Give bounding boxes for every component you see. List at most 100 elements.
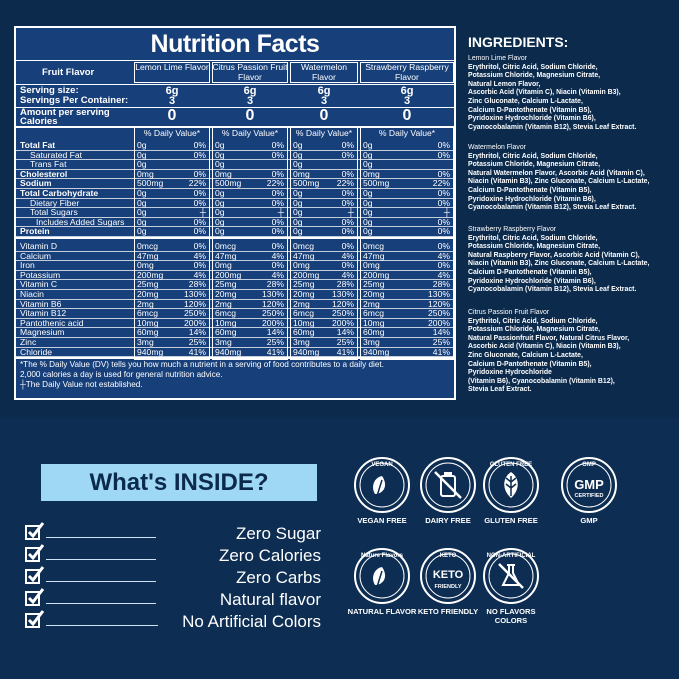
nutrient-label: Saturated Fat [30,149,83,160]
nutrient-percent: 0% [271,168,284,179]
row-divider [16,346,454,348]
nutrient-percent: ┼ [277,207,284,218]
nutrient-percent: 0% [271,226,284,237]
badge-ring-text: GLUTEN FREE [489,462,533,468]
ingredient-line: Calcium D-Pantothenate (Vitamin B5), [468,360,592,368]
flavor-name: Lemon Lime Flavor [135,62,209,72]
divider [16,357,454,360]
micronutrient-amount: 47mg [293,250,315,261]
micronutrient-percent: 14% [188,327,206,338]
nutrient-amount: 0g [293,207,303,218]
row-divider [16,327,454,329]
ingredient-line: Potassium Chloride, Magnesium Citrate, [468,326,601,334]
nutrient-percent: 0% [437,188,450,198]
checkbox-check-icon [24,520,46,542]
ingredient-line: Zinc Gluconate, Calcium L-Lactate, [468,351,583,359]
micronutrient-amount: 47mg [215,250,237,261]
nutrient-amount: 0g [293,188,303,198]
ingredient-line: Zinc Gluconate, Calcium L-Lactate, [468,97,583,105]
divider [16,107,454,108]
nutrient-amount: 500mg [215,178,242,189]
micronutrient-percent: 28% [266,279,284,290]
claim-underline [46,625,158,626]
micronutrient-percent: 4% [271,269,284,280]
nutrient-label: Sodium [20,178,52,189]
nutrient-percent: 22% [266,178,284,189]
micronutrient-percent: 130% [332,289,354,299]
ingredient-block: Lemon Lime Flavor Erythritol, Citric Acid… [468,55,676,132]
micronutrient-amount: 60mg [137,327,159,338]
badge-ring-text: Nature Flavors [360,553,403,559]
micronutrient-amount: 60mg [215,327,237,338]
micronutrient-amount: 200mg [363,269,390,280]
flavor-column-header [360,62,454,83]
serving-size-value: 6g [165,85,179,97]
nutrient-amount: 0g [215,226,225,237]
nutrient-label: Total Fat [20,140,56,150]
whats-inside-title: What's INSIDE? [89,469,269,496]
claim-underline [46,581,156,582]
daily-value-header: % Daily Value* [221,128,279,138]
micronutrient-amount: 20mg [137,289,159,299]
micronutrient-percent: 14% [432,327,450,338]
badge-label: KETO FRIENDLY [417,607,479,616]
micronutrient-percent: 200% [262,317,284,328]
micronutrient-amount: 2mg [215,298,232,309]
badge-label: NO FLAVORS COLORS [486,607,536,625]
nutrient-percent: 0% [193,197,206,208]
micronutrient-amount: 940mg [215,346,242,357]
micronutrient-percent: 130% [184,289,206,299]
calories-value: 0 [402,107,412,124]
calories-value: 0 [167,107,177,124]
ingredients-title: INGREDIENTS: [468,34,569,50]
micronutrient-label: Chloride [20,346,53,357]
flavor-name: Strawberry Raspberry Flavor [365,62,449,82]
ingredient-line: Ascorbic Acid (Vitamin C), Niacin (Vitam… [468,343,621,351]
micronutrient-percent: 28% [336,279,354,290]
micronutrient-percent: 14% [266,327,284,338]
nutrient-amount: 0g [137,216,147,227]
ingredient-line: Calcium D-Pantothenate (Vitamin B5), [468,186,592,194]
micronutrient-amount: 2mg [293,298,310,309]
badge-ring-text: VEGAN [371,462,393,468]
nutrient-label: Dietary Fiber [30,197,80,208]
ingredient-flavor-name: Lemon Lime Flavor [468,55,527,62]
micronutrient-percent: 130% [428,289,450,299]
micronutrient-amount: 47mg [363,250,385,261]
micronutrient-percent: 120% [428,298,450,309]
flavor-column-header [212,62,288,83]
nutrient-amount: 0g [137,149,147,160]
micronutrient-percent: 120% [262,298,284,309]
flavor-name: Watermelon Flavor [300,62,347,82]
nutrient-amount: 0g [215,216,225,227]
micronutrient-amount: 200mg [137,269,164,280]
nutrient-amount: 0g [363,197,373,208]
ingredient-line: Erythritol, Citric Acid, Sodium Chloride… [468,63,598,71]
nutrient-label: Cholesterol [20,168,68,179]
row-divider [16,168,454,170]
micronutrient-label: Pantothenic acid [20,317,84,328]
lower-section [0,418,679,679]
micronutrient-label: Vitamin B12 [20,308,67,319]
daily-value-header: % Daily Value* [143,128,201,138]
micronutrient-percent: 4% [437,250,450,261]
micronutrient-amount: 200mg [293,269,320,280]
milk-bottle-crossed-icon [419,456,477,514]
micronutrient-amount: 25mg [137,279,159,290]
micronutrient-percent: 200% [184,317,206,328]
nutrient-percent: 0% [437,226,450,237]
micronutrient-amount: 3mg [215,337,232,347]
row-divider [16,269,454,271]
claim-underline [46,559,156,560]
nutrient-amount: 0g [293,140,303,150]
ingredient-line: Potassium Chloride, Magnesium Citrate, [468,161,601,169]
nutrient-amount: 0mg [293,168,310,179]
ingredient-flavor-name: Strawberry Raspberry Flavor [468,226,557,233]
nutrient-percent: 0% [193,226,206,237]
micronutrient-amount: 10mg [293,317,315,328]
nutrient-percent: 0% [271,216,284,227]
serving-size-value: 6g [317,85,331,97]
badge-label: GLUTEN FREE [484,516,538,525]
servings-value: 3 [403,95,411,107]
row-divider [16,337,454,338]
